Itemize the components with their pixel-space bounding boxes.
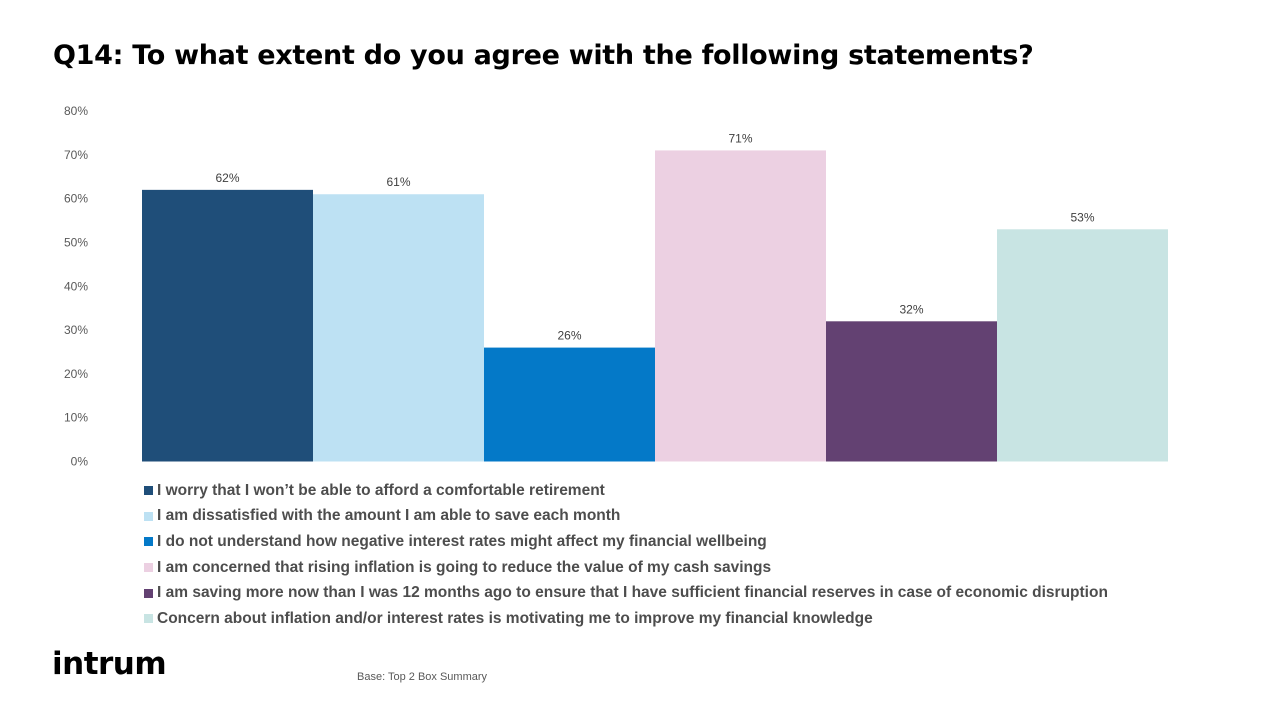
data-label: 62% (215, 171, 239, 185)
legend-swatch (144, 486, 153, 496)
legend-item: Concern about inflation and/or interest … (144, 606, 1108, 632)
legend-swatch (144, 511, 153, 521)
legend-label: I am concerned that rising inflation is … (157, 558, 772, 576)
legend-swatch (144, 588, 153, 598)
data-label: 61% (386, 175, 410, 189)
chart-legend: I worry that I won’t be able to afford a… (144, 478, 1108, 632)
bar (484, 347, 655, 462)
y-tick-label: 70% (64, 148, 88, 162)
y-tick-label: 0% (71, 455, 89, 469)
bar-chart: 0% 10% 20% 30% 40% 50% 60% 70% 80% 62% 61% 26% 71% 32… (64, 104, 1168, 469)
bar (997, 229, 1168, 462)
y-tick-label: 60% (64, 192, 88, 206)
base-note: Base: Top 2 Box Summary (357, 671, 488, 683)
y-tick-label: 20% (64, 367, 88, 381)
legend-item: I worry that I won’t be able to afford a… (144, 478, 1108, 504)
legend-item: I do not understand how negative interes… (144, 529, 1108, 555)
legend-label: I worry that I won’t be able to afford a… (157, 481, 605, 499)
y-tick-label: 50% (64, 235, 88, 249)
legend-swatch (144, 563, 153, 573)
legend-item: I am dissatisfied with the amount I am a… (144, 504, 1108, 530)
data-label: 32% (899, 302, 923, 316)
legend-item: I am saving more now than I was 12 month… (144, 580, 1108, 606)
legend-item: I am concerned that rising inflation is … (144, 555, 1108, 581)
data-label: 71% (728, 131, 752, 145)
bar (142, 189, 313, 462)
legend-label: I am dissatisfied with the amount I am a… (157, 507, 621, 525)
data-label: 53% (1070, 210, 1094, 224)
legend-label: I do not understand how negative interes… (157, 532, 767, 550)
legend-swatch (144, 537, 153, 547)
legend-label: Concern about inflation and/or interest … (157, 609, 873, 627)
legend-label: I am saving more now than I was 12 month… (157, 584, 1108, 602)
y-tick-label: 10% (64, 411, 88, 425)
y-tick-label: 40% (64, 279, 88, 293)
legend-swatch (144, 614, 153, 624)
bar (655, 150, 826, 462)
y-tick-label: 80% (64, 104, 88, 118)
bar (313, 194, 484, 462)
intrum-logo: intrum (52, 646, 167, 682)
bar (826, 321, 997, 462)
y-tick-label: 30% (64, 323, 88, 337)
data-label: 26% (557, 329, 581, 343)
chart-title: Q14: To what extent do you agree with th… (53, 40, 1034, 71)
